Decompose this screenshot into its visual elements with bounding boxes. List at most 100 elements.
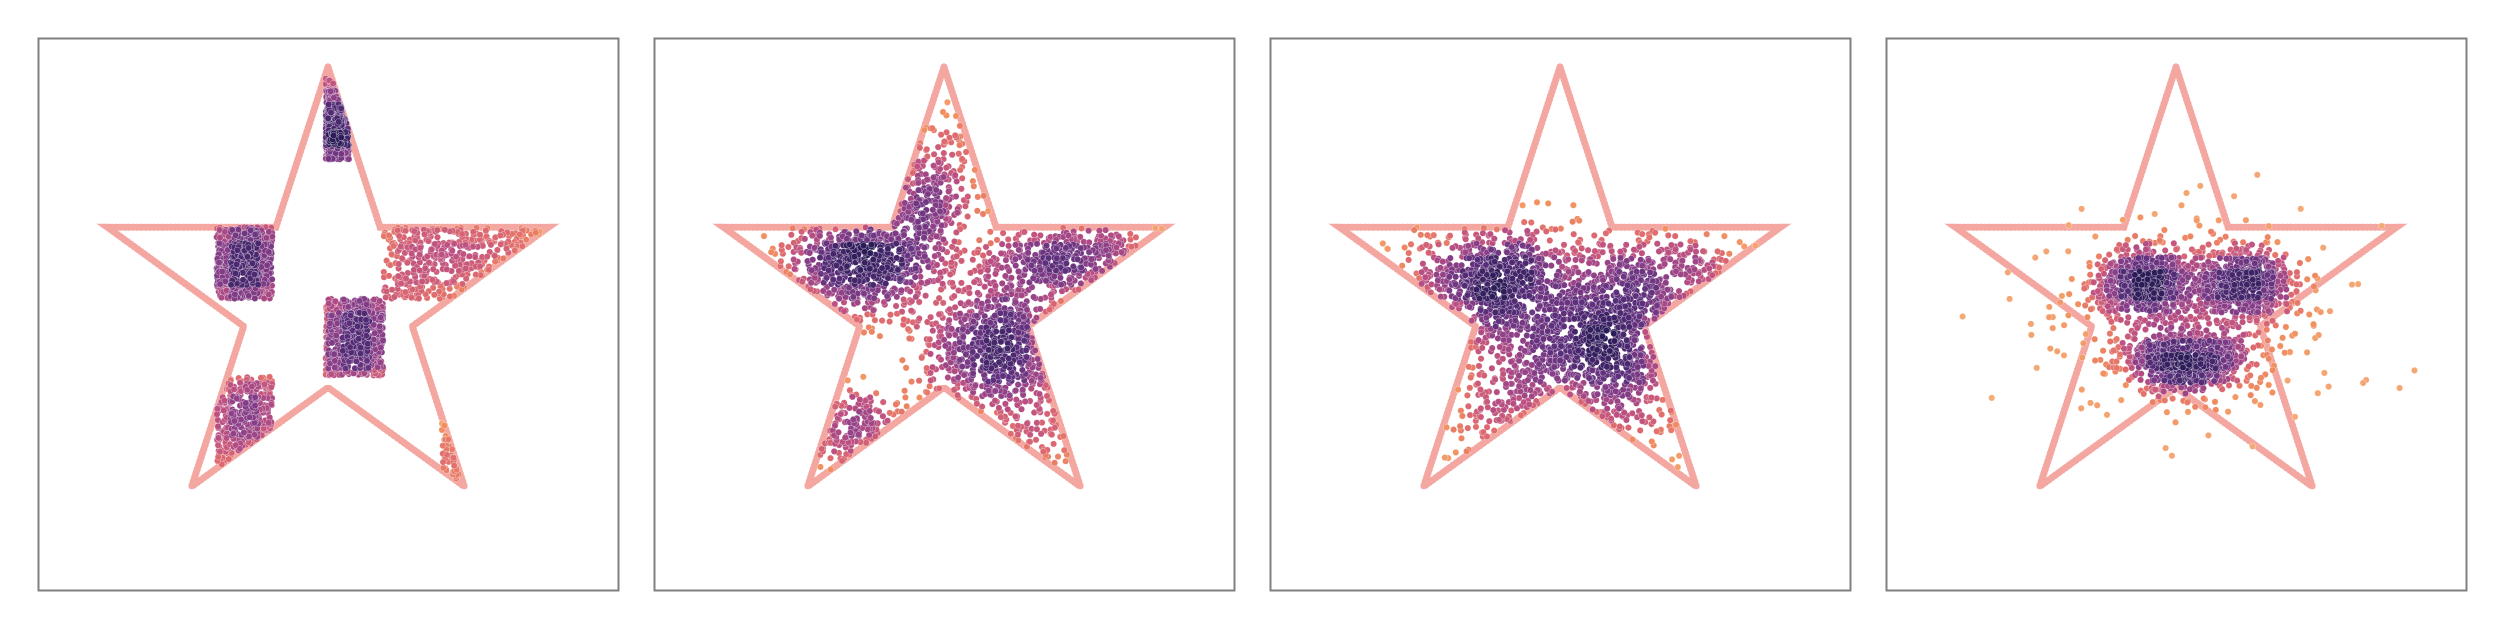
- scatter-point: [951, 238, 958, 245]
- scatter-point: [236, 445, 244, 453]
- scatter-point: [973, 400, 981, 408]
- scatter-point: [1005, 326, 1013, 334]
- scatter-point: [990, 339, 998, 347]
- scatter-point: [951, 171, 959, 179]
- scatter-point: [1441, 454, 1449, 462]
- scatter-point: [999, 229, 1007, 237]
- scatter-point: [801, 235, 809, 243]
- scatter-point: [439, 458, 447, 466]
- scatter-point: [439, 442, 447, 450]
- scatter-point: [993, 236, 1001, 244]
- scatter-point: [913, 323, 921, 331]
- scatter-point: [469, 243, 477, 251]
- scatter-point: [929, 327, 937, 335]
- scatter-point: [957, 299, 965, 307]
- scatter-point: [241, 229, 249, 237]
- scatter-point: [969, 369, 977, 377]
- scatter-point: [953, 209, 961, 217]
- scatter-point: [1018, 291, 1025, 299]
- scatter-point: [1628, 436, 1636, 443]
- scatter-point: [263, 261, 271, 269]
- scatter-point: [893, 254, 901, 262]
- scatter-point: [496, 232, 504, 239]
- scatter-point: [882, 280, 890, 288]
- scatter-point: [898, 408, 906, 416]
- scatter-point: [385, 272, 393, 280]
- scatter-point: [931, 252, 939, 260]
- scatter-point: [326, 319, 334, 327]
- scatter-point: [227, 281, 235, 289]
- scatter-point: [798, 228, 806, 236]
- scatter-point: [1519, 201, 1527, 209]
- scatter-point: [840, 307, 848, 315]
- scatter-point: [346, 343, 354, 351]
- scatter-point: [956, 122, 964, 130]
- scatter-point: [843, 262, 851, 270]
- scatter-point: [1398, 262, 1406, 270]
- scatter-point: [245, 244, 253, 252]
- scatter-point: [816, 232, 824, 240]
- scatter-point: [476, 231, 484, 239]
- scatter-point: [377, 359, 384, 367]
- scatter-point: [354, 322, 361, 330]
- scatter-point: [973, 312, 981, 320]
- scatter-point: [1450, 426, 1458, 434]
- scatter-point: [901, 393, 909, 401]
- scatter-point: [450, 462, 458, 470]
- scatter-point: [1653, 427, 1661, 435]
- scatter-point: [856, 396, 864, 404]
- scatter-point: [1026, 431, 1034, 439]
- scatter-point: [1004, 235, 1012, 243]
- scatter-point: [347, 312, 355, 319]
- scatter-point: [786, 270, 794, 278]
- scatter-point: [991, 397, 999, 405]
- scatter-point: [1102, 246, 1110, 254]
- scatter-point: [235, 226, 242, 234]
- scatter-point: [383, 257, 391, 265]
- scatter-point: [967, 269, 974, 277]
- scatter-point: [337, 134, 345, 141]
- scatter-point: [878, 264, 886, 272]
- scatter-point: [462, 241, 469, 249]
- scatter-point: [421, 230, 428, 238]
- scatter-point: [1648, 438, 1656, 445]
- scatter-point: [415, 295, 423, 302]
- scatter-point: [958, 363, 966, 371]
- scatter-point: [876, 332, 884, 340]
- scatter-point: [832, 225, 839, 233]
- scatter-point: [362, 332, 370, 340]
- scatter-point: [827, 466, 835, 473]
- scatter-point: [214, 422, 222, 430]
- scatter-point: [923, 176, 931, 184]
- scatter-point: [860, 290, 868, 297]
- scatter-point: [1028, 261, 1035, 269]
- scatter-point: [942, 194, 950, 202]
- scatter-point: [920, 234, 928, 241]
- scatter-point: [930, 150, 938, 158]
- scatter-point: [1095, 227, 1103, 235]
- scatter-point: [946, 270, 954, 278]
- scatter-point: [791, 265, 798, 273]
- scatter-point: [394, 226, 402, 234]
- scatter-point: [965, 299, 973, 307]
- scatter-point: [1458, 412, 1466, 420]
- scatter-point: [1023, 323, 1031, 331]
- panel-3: [1269, 37, 1852, 592]
- scatter-point: [1034, 355, 1042, 363]
- scatter-point: [921, 244, 928, 252]
- scatter-point: [1016, 359, 1024, 366]
- scatter-point: [1014, 437, 1022, 444]
- scatter-point: [327, 109, 335, 117]
- scatter-point: [944, 374, 952, 381]
- scatter-point: [1463, 447, 1471, 455]
- scatter-point: [838, 457, 846, 465]
- scatter-point: [961, 315, 969, 323]
- scatter-point: [452, 253, 460, 261]
- scatter-point: [330, 94, 338, 102]
- scatter-point: [410, 227, 418, 235]
- scatter-point: [324, 114, 332, 122]
- scatter-point: [957, 279, 965, 287]
- scatter-point: [438, 251, 446, 259]
- scatter-point: [808, 266, 816, 274]
- panel-2: [653, 37, 1236, 592]
